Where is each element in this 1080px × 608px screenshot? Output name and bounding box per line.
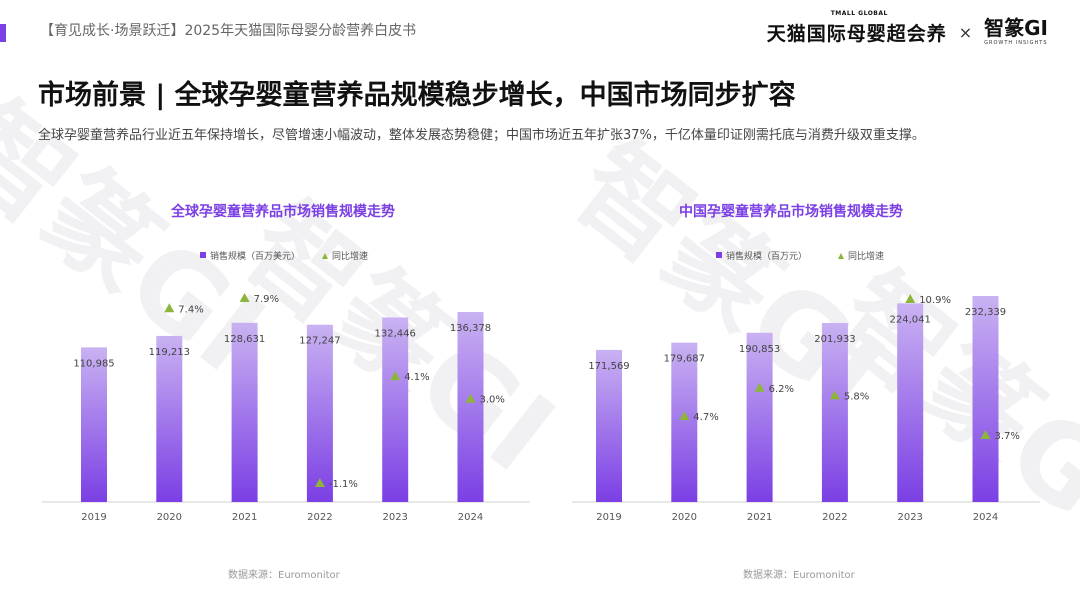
bar-value-label: 190,853 bbox=[739, 344, 780, 355]
bar-2022 bbox=[306, 324, 333, 502]
growth-value-label: 5.8% bbox=[844, 391, 869, 402]
growth-value-label: -1.1% bbox=[329, 479, 358, 490]
page-subtitle: 全球孕婴童营养品行业近五年保持增长，尽管增速小幅波动，整体发展态势稳健；中国市场… bbox=[38, 128, 925, 143]
bar-value-label: 128,631 bbox=[224, 334, 265, 345]
tmall-logo: 天猫国际母婴超会养 TMALL GLOBAL bbox=[766, 10, 947, 46]
legend-triangle-swatch bbox=[838, 253, 844, 259]
bar-2024 bbox=[972, 296, 999, 502]
top-header: 【育见成长·场景跃迁】2025年天猫国际母婴分龄营养白皮书 天猫国际母婴超会养 … bbox=[0, 0, 1080, 60]
x-tick-label: 2020 bbox=[672, 512, 697, 523]
legend-triangle-swatch bbox=[322, 253, 328, 259]
bar-value-label: 171,569 bbox=[588, 361, 629, 372]
legend-growth-label: 同比增速 bbox=[332, 250, 368, 262]
x-tick-label: 2023 bbox=[897, 512, 922, 523]
bar-2019 bbox=[81, 347, 107, 502]
growth-marker bbox=[829, 390, 840, 400]
gi-logo-text: 智篆GI bbox=[984, 16, 1048, 40]
bar-value-label: 119,213 bbox=[149, 347, 190, 358]
bar-value-label: 132,446 bbox=[375, 328, 416, 339]
legend-growth-label: 同比增速 bbox=[848, 250, 884, 262]
legend-bar-label: 销售规模（百万元） bbox=[726, 250, 807, 262]
brand-separator: × bbox=[958, 22, 973, 42]
growth-value-label: 4.7% bbox=[693, 412, 718, 423]
bar-2022 bbox=[821, 322, 848, 502]
chart-title: 中国孕婴童营养品市场销售规模走势 bbox=[679, 203, 903, 220]
x-tick-label: 2024 bbox=[458, 512, 483, 523]
bar-2019 bbox=[596, 349, 622, 502]
growth-marker bbox=[465, 393, 476, 403]
bar-value-label: 136,378 bbox=[450, 323, 491, 334]
growth-value-label: 7.4% bbox=[178, 304, 203, 315]
x-tick-label: 2021 bbox=[232, 512, 257, 523]
growth-value-label: 4.1% bbox=[404, 372, 429, 383]
x-tick-label: 2024 bbox=[973, 512, 998, 523]
bar-2023 bbox=[897, 303, 924, 502]
bar-value-label: 110,985 bbox=[73, 358, 114, 369]
bar-value-label: 201,933 bbox=[814, 334, 855, 345]
bar-2023 bbox=[382, 317, 409, 502]
x-tick-label: 2019 bbox=[81, 512, 106, 523]
bar-2024 bbox=[457, 312, 484, 502]
growth-marker bbox=[314, 478, 325, 487]
growth-marker bbox=[239, 293, 250, 302]
x-tick-label: 2022 bbox=[307, 512, 332, 523]
bar-2020 bbox=[671, 342, 698, 502]
x-tick-label: 2019 bbox=[596, 512, 621, 523]
brand-logos: 天猫国际母婴超会养 TMALL GLOBAL × 智篆GI GROWTH INS… bbox=[766, 10, 1048, 50]
legend-bar-swatch bbox=[716, 252, 722, 258]
tmall-logo-text: 天猫国际母婴超会养 bbox=[766, 22, 947, 45]
tmall-global-tag: TMALL GLOBAL bbox=[830, 9, 888, 17]
bar-value-label: 224,041 bbox=[890, 314, 931, 325]
growth-value-label: 3.0% bbox=[480, 395, 505, 406]
growth-marker bbox=[390, 371, 401, 381]
bar-2021 bbox=[746, 332, 773, 502]
chart-title: 全球孕婴童营养品市场销售规模走势 bbox=[170, 203, 395, 220]
breadcrumb: 【育见成长·场景跃迁】2025年天猫国际母婴分龄营养白皮书 bbox=[40, 23, 417, 39]
growth-value-label: 7.9% bbox=[254, 294, 279, 305]
growth-marker bbox=[679, 411, 690, 421]
bar-2021 bbox=[231, 322, 258, 502]
growth-value-label: 6.2% bbox=[769, 384, 794, 395]
bar-value-label: 232,339 bbox=[965, 307, 1006, 318]
growth-marker bbox=[905, 294, 916, 303]
growth-value-label: 3.7% bbox=[995, 431, 1020, 442]
gi-logo-subtext: GROWTH INSIGHTS bbox=[984, 40, 1048, 46]
source-note: 数据来源：Euromonitor bbox=[228, 570, 340, 581]
x-tick-label: 2023 bbox=[382, 512, 407, 523]
bar-value-label: 127,247 bbox=[299, 336, 340, 347]
growth-marker bbox=[754, 382, 765, 392]
growth-value-label: 10.9% bbox=[919, 295, 951, 306]
source-note: 数据来源：Euromonitor bbox=[743, 570, 855, 581]
growth-marker bbox=[980, 430, 991, 439]
x-tick-label: 2022 bbox=[822, 512, 847, 523]
bar-2020 bbox=[156, 335, 183, 502]
growth-marker bbox=[164, 303, 175, 313]
bar-value-label: 179,687 bbox=[664, 354, 705, 365]
x-tick-label: 2020 bbox=[157, 512, 182, 523]
page-title: 市场前景 | 全球孕婴童营养品规模稳步增长，中国市场同步扩容 bbox=[38, 80, 796, 111]
accent-bar bbox=[0, 24, 6, 42]
gi-logo: 智篆GI GROWTH INSIGHTS bbox=[984, 18, 1048, 46]
x-tick-label: 2021 bbox=[747, 512, 772, 523]
legend-bar-swatch bbox=[200, 252, 206, 258]
legend-bar-label: 销售规模（百万美元） bbox=[210, 250, 300, 262]
